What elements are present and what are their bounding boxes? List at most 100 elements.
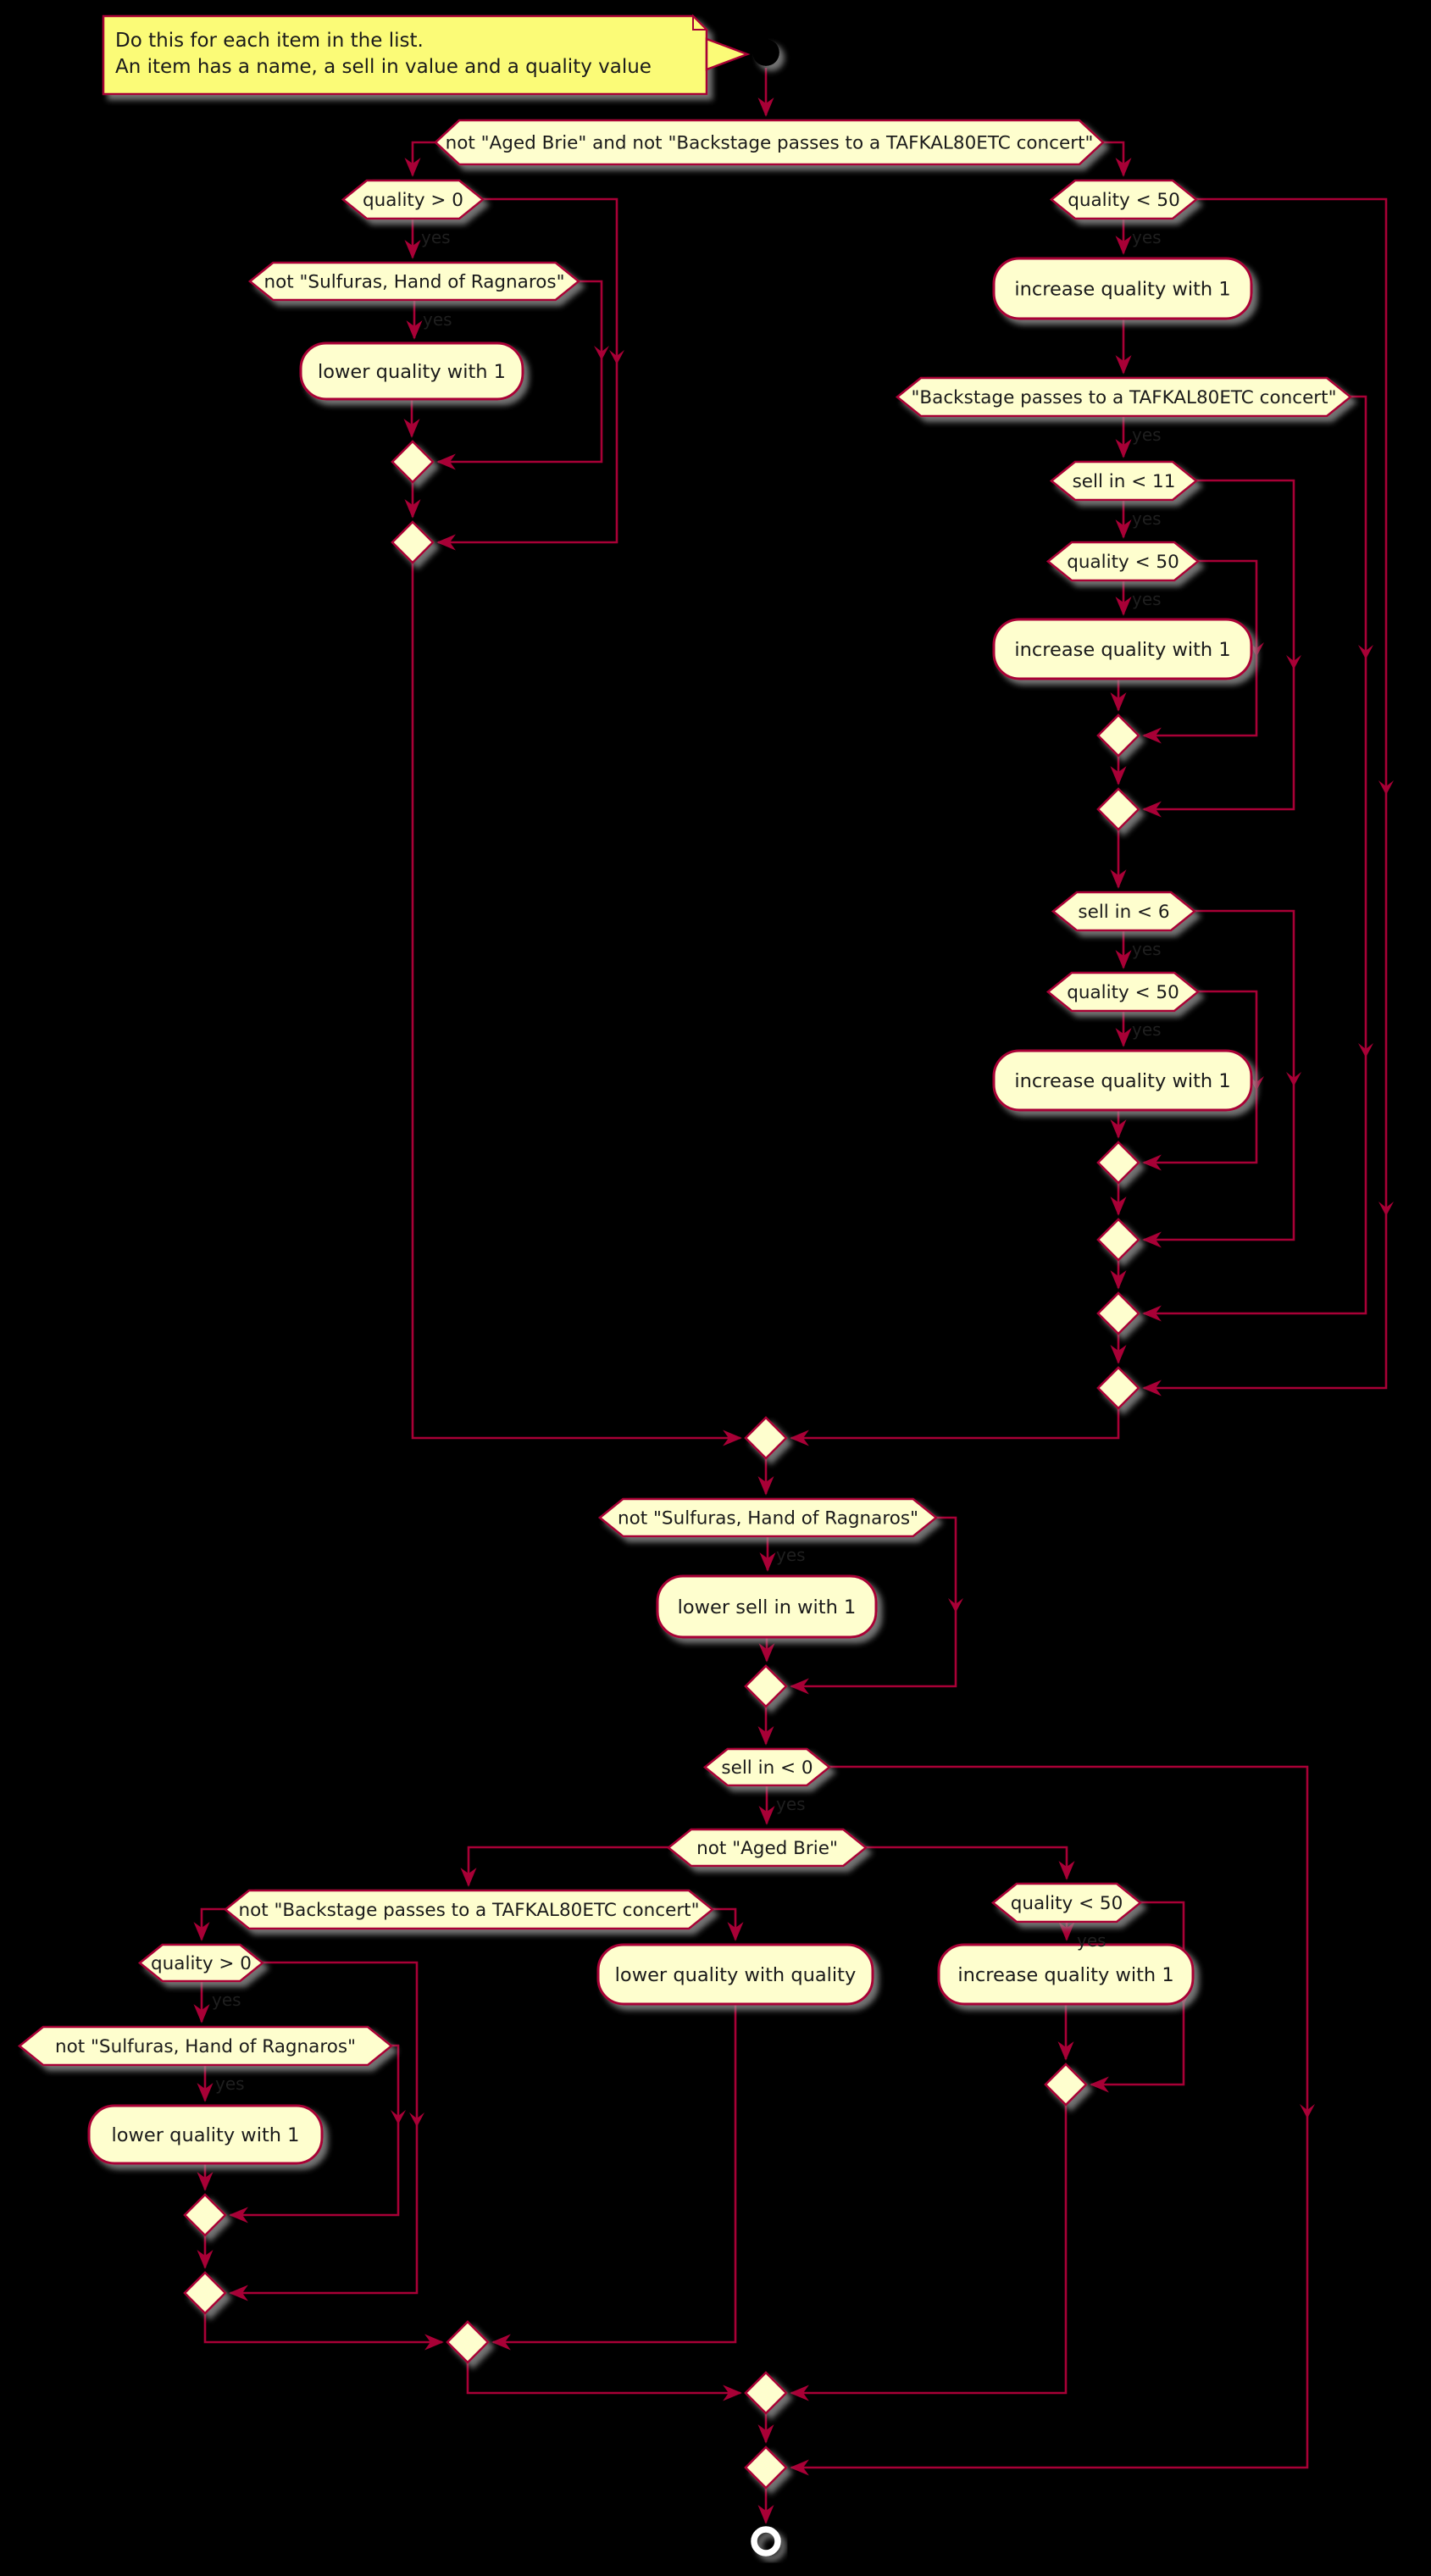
mid-arrowhead <box>1286 1072 1301 1086</box>
mid-arrowhead <box>391 2110 406 2124</box>
merge-diamond <box>744 2371 788 2415</box>
decision-not-aged-brie <box>666 1828 868 1868</box>
mid-arrowhead <box>1378 780 1394 795</box>
merge-diamond <box>744 1664 788 1708</box>
flow-backB-no <box>713 1907 744 1941</box>
branch-label-yes: yes <box>1132 227 1162 247</box>
merge-diamond <box>1096 713 1140 758</box>
note-text-line: An item has a name, a sell in value and … <box>115 56 652 78</box>
flow-lowerQQ-to-md14 <box>491 2004 737 2351</box>
merge-diamond <box>183 2193 227 2237</box>
branch-label-yes: yes <box>212 1990 241 2010</box>
decision-quality-gt-0 <box>137 1943 265 1983</box>
action-lower-sell-in-with-1-label: lower sell in with 1 <box>678 1596 857 1618</box>
flow-m10-to-mc <box>790 1408 1120 1446</box>
mid-arrowhead <box>1358 645 1373 659</box>
mid-arrowhead <box>1378 1202 1394 1216</box>
flow-backB-yes <box>193 1907 225 1941</box>
flow-nodes-layer: Do this for each item in the list. An ite… <box>17 14 1353 2557</box>
decision-backstage-passes <box>895 376 1353 418</box>
merge-diamond <box>1096 1218 1140 1262</box>
merge-diamond <box>391 440 435 484</box>
branch-label-yes: yes <box>776 1794 806 1814</box>
flow-sulfC-no <box>790 1516 957 1695</box>
mid-arrowhead <box>609 350 624 364</box>
mid-arrowhead <box>948 1598 963 1613</box>
decision-sell-in-lt-11-label: sell in < 11 <box>1073 471 1176 492</box>
action-lower-quality-with-1-label: lower quality with 1 <box>318 361 506 383</box>
flow-backR-no <box>1142 395 1367 1322</box>
action-increase-quality-with-1-label: increase quality with 1 <box>1014 279 1230 301</box>
note-fold-corner-icon <box>692 14 709 31</box>
note <box>102 14 708 96</box>
action-lower-quality-with-quality <box>596 1943 874 2006</box>
decision-not-backstage-passes-label: not "Backstage passes to a TAFKAL80ETC c… <box>239 1900 700 1921</box>
decision-quality-lt-50-label: quality < 50 <box>1067 552 1179 573</box>
decision-not-backstage-passes <box>223 1889 715 1930</box>
branch-labels-layer: yes yes yes yes yes yes yes yes yes yes yes yes yes <box>212 227 1162 2094</box>
merge-diamond <box>1096 1291 1140 1335</box>
decision-quality-lt-50-label: quality < 50 <box>1067 982 1179 1003</box>
flow-d1-yes <box>404 141 435 177</box>
decision-not-sulfuras-label: not "Sulfuras, Hand of Ragnaros" <box>264 272 565 293</box>
decision-quality-lt-50-label: quality < 50 <box>1011 1893 1123 1914</box>
flow-m2-to-mc <box>411 563 742 1446</box>
flow-s11-no <box>1142 479 1295 818</box>
flow-sulfL-no <box>436 280 603 470</box>
note-text-line: Do this for each item in the list. <box>115 30 424 52</box>
action-increase-quality-with-1-label: increase quality with 1 <box>1014 1070 1230 1092</box>
action-lower-quality-with-quality-label: lower quality with quality <box>615 1964 857 1986</box>
decision-sell-in-lt-11 <box>1049 460 1199 502</box>
branch-label-yes: yes <box>776 1545 806 1565</box>
mid-arrowhead <box>1358 1043 1373 1058</box>
decision-quality-gt-0-label: quality > 0 <box>151 1953 252 1974</box>
note-pointer-icon <box>705 37 751 71</box>
decision-sell-in-lt-6-label: sell in < 6 <box>1078 902 1169 923</box>
mid-arrowhead <box>409 2112 424 2127</box>
merge-diamond <box>1096 787 1140 831</box>
decision-not-aged-brie-label: not "Aged Brie" <box>696 1838 838 1859</box>
flow-brie-no <box>866 1846 1075 1880</box>
action-lower-quality-with-1 <box>87 2104 324 2165</box>
branch-label-yes: yes <box>215 2074 245 2094</box>
branch-label-yes: yes <box>1132 939 1162 959</box>
decision-sell-in-lt-6 <box>1051 891 1197 932</box>
flow-q0B-no <box>229 1961 419 2301</box>
branch-label-yes: yes <box>1132 425 1162 445</box>
merge-diamond <box>1096 1141 1140 1185</box>
decision-not-sulfuras-label: not "Sulfuras, Hand of Ragnaros" <box>55 2036 356 2057</box>
decision-quality-lt-50-label: quality < 50 <box>1068 190 1180 211</box>
flow-sulfB-no <box>229 2044 400 2223</box>
action-increase-quality-with-1-label: increase quality with 1 <box>957 1964 1173 1986</box>
branch-label-yes: yes <box>423 309 452 330</box>
action-lower-quality-with-1 <box>299 341 524 401</box>
decision-sell-in-lt-0 <box>702 1747 832 1787</box>
end-node <box>751 2526 781 2557</box>
start-node <box>752 39 779 66</box>
decision-not-aged-brie-and-not-backstage <box>434 119 1105 166</box>
flow-d1-no <box>1103 141 1132 177</box>
action-increase-quality-with-1 <box>992 618 1253 680</box>
merge-diamond <box>446 2320 490 2364</box>
flow-mdr-to-md15 <box>790 2105 1068 2401</box>
action-lower-quality-with-1-label: lower quality with 1 <box>112 2124 300 2146</box>
merge-diamond <box>744 2446 788 2490</box>
decision-not-sulfuras <box>247 261 581 302</box>
merge-diamond <box>183 2271 227 2315</box>
decision-not-sulfuras-label: not "Sulfuras, Hand of Ragnaros" <box>618 1508 918 1530</box>
branch-label-yes: yes <box>1077 1930 1107 1951</box>
decision-sell-in-lt-0-label: sell in < 0 <box>721 1757 813 1779</box>
decision-quality-lt-50 <box>1046 541 1201 582</box>
action-increase-quality-with-1 <box>992 257 1253 320</box>
merge-diamond <box>1044 2062 1088 2107</box>
mid-arrowhead <box>1286 655 1301 669</box>
branch-label-yes: yes <box>1132 1019 1162 1040</box>
flow-brie-yes <box>460 1846 668 1887</box>
decision-quality-gt-0 <box>341 179 485 220</box>
merge-diamond-central <box>744 1416 788 1460</box>
branch-label-yes: yes <box>421 227 451 247</box>
decision-not-aged-brie-and-not-backstage-label: not "Aged Brie" and not "Backstage passe… <box>446 133 1094 154</box>
action-lower-sell-in-with-1 <box>656 1574 878 1639</box>
